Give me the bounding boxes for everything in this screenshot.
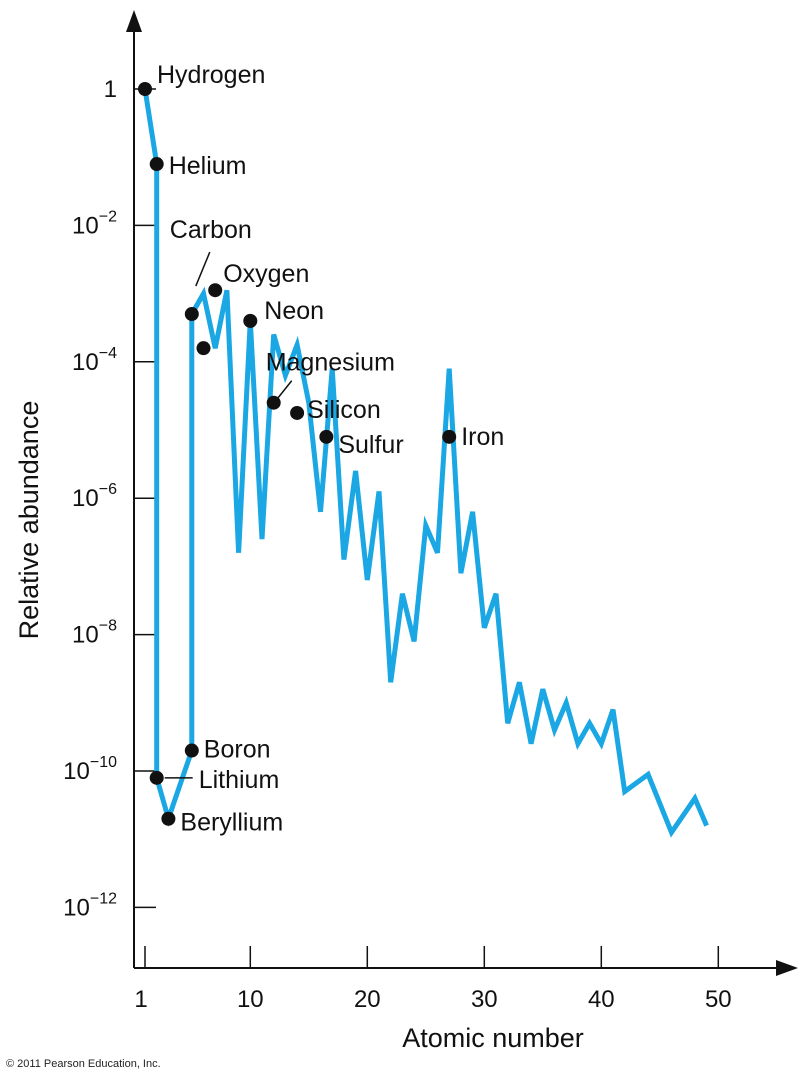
data-point-marker: [161, 811, 176, 826]
data-point-label: Beryllium: [180, 809, 283, 837]
y-tick-label: 10−2: [72, 208, 117, 239]
data-point-label: Oxygen: [223, 260, 309, 288]
data-point-label: Helium: [169, 152, 247, 180]
copyright-notice: © 2011 Pearson Education, Inc.: [6, 1058, 161, 1070]
label-leader-line: [275, 380, 293, 402]
data-point-marker: [290, 405, 305, 420]
x-axis-arrow-icon: [776, 960, 798, 976]
data-point-marker: [184, 307, 199, 322]
data-point-label: Neon: [264, 297, 324, 325]
series-line: [142, 88, 709, 838]
data-point-label: Carbon: [170, 216, 252, 244]
y-axis-title: Relative abundance: [14, 401, 44, 640]
data-point-label: Lithium: [199, 766, 280, 794]
data-point-marker: [138, 82, 152, 96]
data-point-marker: [149, 770, 164, 785]
y-tick-label: 10−8: [72, 618, 117, 649]
series-line-layer: [142, 88, 709, 838]
data-point-marker: [149, 157, 164, 172]
x-tick-label: 20: [354, 986, 381, 1013]
x-tick-label: 30: [471, 986, 498, 1013]
y-tick-label: 10−12: [63, 890, 117, 921]
data-point-label: Silicon: [307, 396, 381, 424]
x-tick-label: 1: [134, 986, 147, 1013]
labeled-points-layer: Hydrogen Helium Lithium Beryllium Boron Carbo…: [138, 61, 504, 837]
data-point-marker: [208, 283, 223, 298]
data-point-label: Boron: [204, 736, 271, 764]
data-point-marker: [184, 743, 199, 758]
x-axis-title: Atomic number: [402, 1023, 584, 1053]
label-leader-line: [195, 251, 211, 287]
data-point-label: Magnesium: [266, 349, 395, 377]
data-point-marker: [319, 429, 334, 444]
axis-labels-layer: Atomic number Relative abundance: [14, 401, 584, 1053]
x-tick-label: 50: [705, 986, 732, 1013]
y-axis-arrow-icon: [126, 10, 142, 32]
data-point-label: Hydrogen: [157, 61, 265, 89]
data-point-label: Iron: [461, 423, 504, 451]
x-tick-label: 10: [237, 986, 264, 1013]
data-point-label: Sulfur: [338, 431, 403, 459]
data-point-marker: [243, 313, 258, 328]
data-point-marker: [442, 429, 457, 444]
y-tick-label: 1: [104, 76, 117, 103]
data-point-marker: [196, 341, 211, 356]
y-tick-label: 10−4: [72, 345, 117, 376]
x-tick-label: 40: [588, 986, 615, 1013]
y-tick-label: 10−6: [72, 481, 117, 512]
y-tick-label: 10−10: [63, 754, 117, 785]
axes: 1 10−2 10−4 10−6 10−8 10−10 10−12 1 10 20 30 40 50: [63, 10, 798, 1013]
